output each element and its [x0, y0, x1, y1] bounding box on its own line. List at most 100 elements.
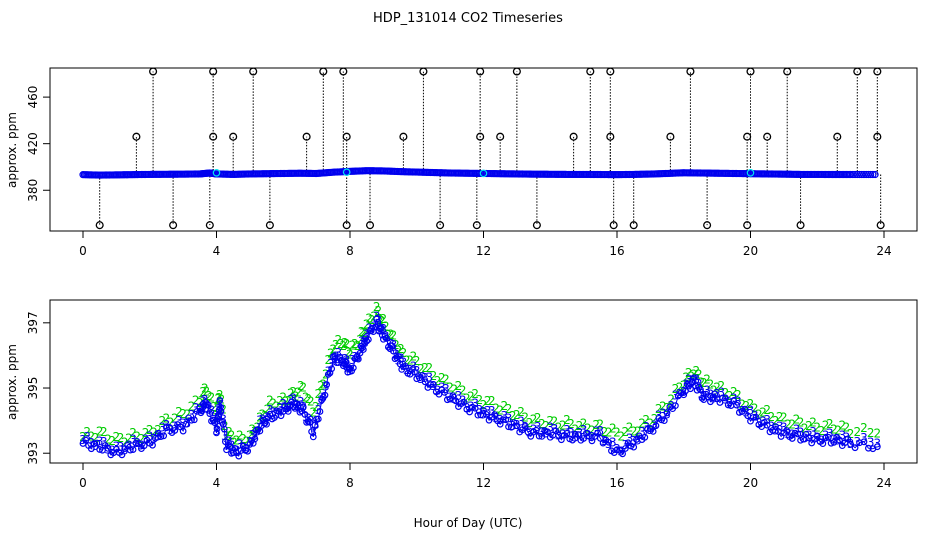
- bottom-panel-marker-2: 2: [329, 343, 337, 357]
- bottom-panel-marker-2: 2: [822, 419, 830, 433]
- bottom-panel-marker-2: 2: [214, 392, 222, 406]
- bottom-panel-data-point: [449, 392, 457, 399]
- bottom-panel-marker-2: 2: [361, 326, 369, 340]
- chart-title: HDP_131014 CO2 Timeseries: [373, 11, 563, 26]
- bottom-panel-marker-2: 2: [874, 427, 882, 441]
- bottom-panel-marker-2: 2: [788, 418, 796, 432]
- bottom-panel-marker-3: 3: [125, 439, 133, 453]
- bottom-panel-marker-2: 2: [167, 416, 175, 430]
- bottom-panel-marker-3: 3: [192, 401, 200, 415]
- top-panel-outlier-point: [209, 132, 218, 141]
- bottom-panel-marker-2: 2: [551, 415, 559, 429]
- bottom-panel-data-point: [326, 369, 334, 377]
- bottom-panel-marker-3: 3: [534, 420, 542, 434]
- bottom-panel-marker-2: 2: [360, 326, 368, 340]
- bottom-panel-data-point: [129, 446, 137, 453]
- bottom-panel-marker-2: 2: [390, 328, 398, 342]
- bottom-panel-marker-3: 3: [289, 392, 297, 406]
- bottom-panel-marker-2: 2: [236, 428, 244, 442]
- bottom-panel-data-point: [229, 449, 237, 456]
- top-panel-outlier-point: [532, 221, 541, 230]
- bottom-panel-marker-3: 3: [360, 336, 368, 350]
- bottom-panel-data-point: [311, 421, 319, 429]
- bottom-panel-marker-2: 2: [239, 432, 247, 446]
- bottom-panel-data-point: [421, 378, 429, 386]
- bottom-panel-marker-3: 3: [634, 434, 642, 448]
- bottom-panel-marker-2: 2: [228, 429, 236, 443]
- bottom-panel-marker-2: 2: [334, 333, 342, 347]
- bottom-panel-marker-2: 2: [853, 425, 861, 439]
- bottom-panel-marker-3: 3: [776, 420, 784, 434]
- bottom-panel-marker-2: 2: [205, 389, 213, 403]
- bottom-panel-marker-2: 2: [133, 430, 141, 444]
- top-panel-outlier-point: [132, 132, 141, 141]
- bottom-panel-marker-2: 2: [442, 372, 450, 386]
- bottom-panel-data-point: [491, 411, 499, 418]
- bottom-panel-marker-2: 2: [809, 415, 817, 429]
- bottom-panel-data-point: [844, 435, 852, 443]
- bottom-panel-marker-3: 3: [567, 426, 575, 440]
- bottom-panel-marker-2: 2: [175, 405, 183, 419]
- bottom-panel-marker-3: 3: [838, 428, 846, 442]
- bottom-panel-marker-2: 2: [297, 379, 305, 393]
- bottom-panel-marker-2: 2: [567, 417, 575, 431]
- bottom-panel-marker-2: 2: [772, 414, 780, 428]
- top-panel-points: [79, 67, 885, 230]
- bottom-panel-marker-2: 2: [759, 405, 767, 419]
- bottom-panel-x-tick-label: 8: [346, 476, 354, 490]
- bottom-panel-marker-2: 2: [199, 385, 207, 399]
- bottom-panel-marker-2: 2: [208, 390, 216, 404]
- bottom-panel-marker-3: 3: [685, 373, 693, 387]
- top-panel-outlier-point: [265, 221, 274, 230]
- bottom-panel-marker-2: 2: [304, 392, 312, 406]
- bottom-panel-marker-3: 3: [121, 443, 129, 457]
- bottom-panel-marker-3: 3: [425, 371, 433, 385]
- bottom-panel-data-point: [722, 394, 729, 402]
- bottom-panel-marker-2: 2: [287, 386, 295, 400]
- bottom-panel-marker-3: 3: [467, 399, 475, 413]
- top-panel-outlier-point: [853, 67, 862, 76]
- bottom-panel-marker-2: 2: [480, 398, 488, 412]
- bottom-panel-marker-3: 3: [580, 423, 588, 437]
- bottom-panel-marker-3: 3: [755, 416, 763, 430]
- bottom-panel-marker-2: 2: [826, 417, 834, 431]
- top-panel-outlier-point: [339, 67, 348, 76]
- bottom-panel-data-point: [216, 397, 224, 404]
- bottom-panel-data-point: [521, 423, 529, 430]
- bottom-panel-marker-3: 3: [351, 350, 359, 364]
- top-panel-outlier-point: [833, 132, 842, 141]
- bottom-panel-marker-2: 2: [378, 314, 386, 328]
- bottom-panel-data-point: [149, 441, 156, 449]
- bottom-panel-data-point: [351, 355, 359, 363]
- bottom-panel-marker-3: 3: [146, 430, 154, 444]
- top-panel-data-point: [855, 170, 864, 179]
- bottom-panel-marker-2: 2: [382, 320, 390, 334]
- bottom-panel-marker-2: 2: [501, 399, 509, 413]
- bottom-panel-data-point: [822, 434, 829, 442]
- bottom-panel-data-point: [443, 396, 451, 404]
- bottom-panel-marker-3: 3: [638, 425, 646, 439]
- bottom-panel-marker-2: 2: [79, 430, 87, 444]
- bottom-panel-marker-3: 3: [626, 432, 634, 446]
- bottom-panel-marker-2: 2: [309, 405, 317, 419]
- bottom-panel-marker-2: 2: [601, 425, 609, 439]
- bottom-panel-data-point: [460, 398, 468, 406]
- bottom-panel-data-point: [783, 427, 791, 434]
- bottom-panel-marker-2: 2: [776, 410, 784, 424]
- bottom-panel-data-point: [231, 444, 239, 452]
- bottom-panel-marker-2: 2: [183, 408, 191, 422]
- top-panel-x-tick-label: 20: [743, 244, 758, 258]
- bottom-panel-marker-3: 3: [867, 436, 875, 450]
- bottom-panel-marker-2: 2: [496, 403, 504, 417]
- bottom-panel-marker-3: 3: [239, 440, 247, 454]
- bottom-panel-marker-2: 2: [651, 412, 659, 426]
- bottom-panel-marker-2: 2: [400, 346, 408, 360]
- bottom-panel-marker-3: 3: [198, 402, 206, 416]
- bottom-panel-data-point: [836, 436, 843, 444]
- bottom-panel-marker-2: 2: [484, 394, 492, 408]
- bottom-panel-data-point: [513, 422, 521, 430]
- bottom-panel-marker-3: 3: [763, 413, 771, 427]
- bottom-panel-marker-3: 3: [309, 425, 317, 439]
- bottom-panel-marker-2: 2: [314, 387, 322, 401]
- bottom-panel-marker-2: 2: [125, 431, 133, 445]
